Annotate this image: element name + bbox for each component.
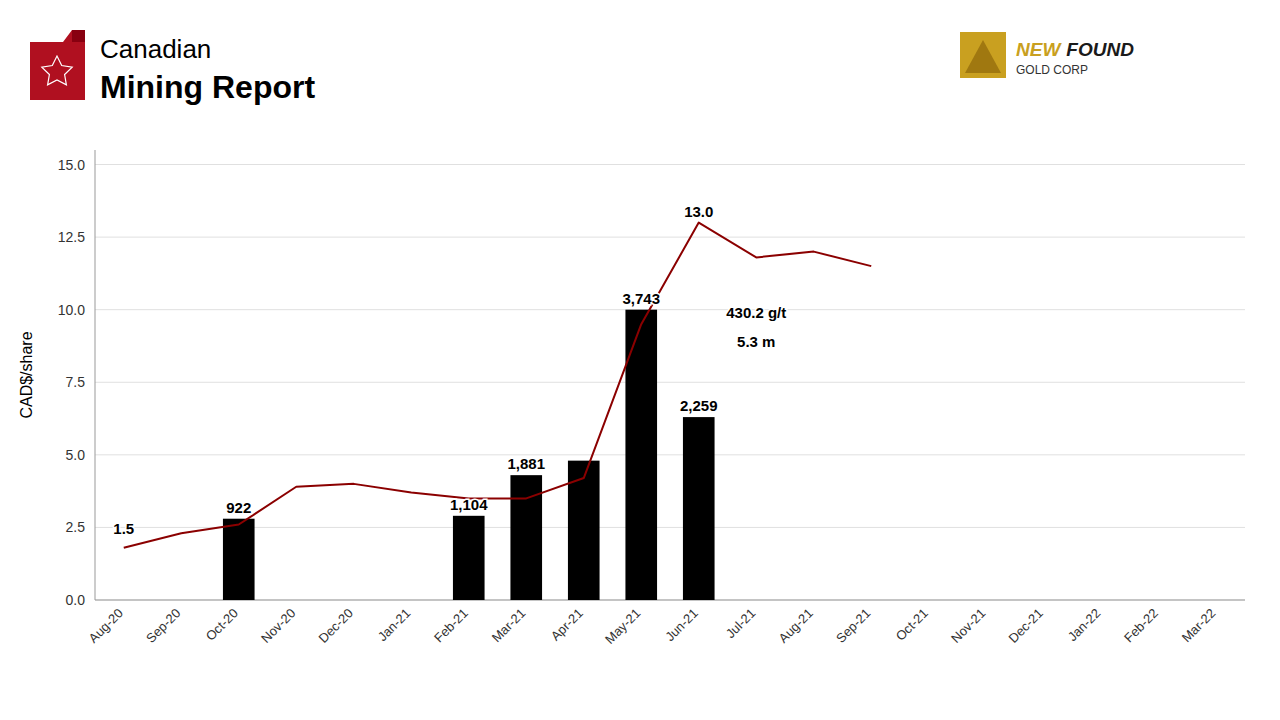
line bbox=[124, 223, 872, 548]
brand-text: FOUND bbox=[1066, 39, 1134, 60]
brand-text: NEW bbox=[1016, 39, 1062, 60]
annotation: 2,259 bbox=[680, 397, 718, 414]
title: Canadian bbox=[100, 34, 211, 64]
subtitle: Mining Report bbox=[100, 69, 315, 105]
x-tick-label: Dec-21 bbox=[1006, 606, 1046, 646]
x-tick-label: Nov-21 bbox=[948, 606, 988, 646]
grid-line bbox=[95, 527, 1245, 528]
x-tick-label: Apr-21 bbox=[548, 606, 586, 644]
grid-line bbox=[95, 237, 1245, 238]
annotation: 430.2 g/t bbox=[726, 304, 786, 321]
brand-logo: NEWFOUND GOLD CORP bbox=[960, 32, 1134, 78]
y-ticks: 0.0 2.5 5.0 7.5 10.0 12.5 15.0 bbox=[58, 157, 85, 608]
x-tick-label: Jan-21 bbox=[375, 606, 414, 645]
x-tick-label: Sep-21 bbox=[833, 606, 873, 646]
brand-square bbox=[960, 32, 1006, 78]
grid-line bbox=[95, 600, 1245, 601]
grid-line bbox=[95, 382, 1245, 383]
bar bbox=[683, 417, 715, 600]
y-tick-label: 7.5 bbox=[66, 374, 86, 390]
x-axis-line bbox=[95, 600, 1245, 601]
x-ticks: Aug-20 Sep-20 Oct-20 Nov-20 Dec-20 Jan-21 Feb-… bbox=[86, 606, 1219, 647]
x-tick-label: Jun-21 bbox=[662, 606, 701, 645]
y-tick-label: 10.0 bbox=[58, 302, 85, 318]
grid bbox=[95, 165, 1245, 600]
annotation: 1,104 bbox=[450, 496, 488, 513]
grid-line bbox=[95, 164, 1245, 165]
grid-line bbox=[95, 309, 1245, 310]
bar bbox=[453, 516, 485, 600]
brand-mountain bbox=[965, 40, 1001, 73]
annotation: 3,743 bbox=[622, 290, 660, 307]
brand-subtext: GOLD CORP bbox=[1016, 63, 1088, 77]
x-tick-label: Oct-20 bbox=[203, 606, 241, 644]
x-tick-label: Aug-21 bbox=[776, 606, 816, 646]
x-tick-label: Aug-20 bbox=[86, 606, 126, 646]
x-tick-label: Dec-20 bbox=[316, 606, 356, 646]
annotation: 1.5 bbox=[113, 520, 134, 537]
annotation: 1,881 bbox=[507, 455, 545, 472]
y-tick-label: 0.0 bbox=[66, 592, 86, 608]
y-axis-label: CAD$/share bbox=[18, 331, 35, 418]
x-tick-label: Mar-22 bbox=[1179, 606, 1219, 646]
annotation: 13.0 bbox=[684, 203, 713, 220]
logo-body bbox=[30, 30, 85, 100]
plot-marks bbox=[124, 223, 872, 600]
y-tick-label: 2.5 bbox=[66, 519, 86, 535]
y-tick-label: 12.5 bbox=[58, 229, 85, 245]
y-axis-line bbox=[95, 150, 96, 600]
bar bbox=[223, 519, 255, 600]
annotation: 922 bbox=[226, 499, 251, 516]
x-tick-label: May-21 bbox=[602, 606, 643, 647]
annotations: 1.5 922 1,104 1,881 3,743 2,259 13.0 430.2 g/t 5… bbox=[113, 203, 786, 538]
grid-line bbox=[95, 454, 1245, 455]
x-tick-label: Jan-22 bbox=[1065, 606, 1104, 645]
logo-fold bbox=[72, 30, 85, 42]
x-tick-label: Nov-20 bbox=[258, 606, 298, 646]
x-tick-label: Oct-21 bbox=[893, 606, 931, 644]
logo-icon bbox=[30, 30, 85, 100]
x-tick-label: Jul-21 bbox=[723, 606, 759, 642]
x-tick-label: Feb-22 bbox=[1121, 606, 1161, 646]
y-tick-label: 5.0 bbox=[66, 447, 86, 463]
annotation: 5.3 m bbox=[737, 333, 775, 350]
chart: Canadian Mining Report 0.0 2.5 5.0 7.5 10.0 12.… bbox=[0, 0, 1280, 720]
y-tick-label: 15.0 bbox=[58, 157, 85, 173]
x-tick-label: Feb-21 bbox=[431, 606, 471, 646]
x-tick-label: Mar-21 bbox=[489, 606, 529, 646]
page: {"chart_data": { "type": "bar", "title":… bbox=[0, 0, 1280, 720]
x-tick-label: Sep-20 bbox=[143, 606, 183, 646]
logo-leaf bbox=[42, 56, 72, 85]
